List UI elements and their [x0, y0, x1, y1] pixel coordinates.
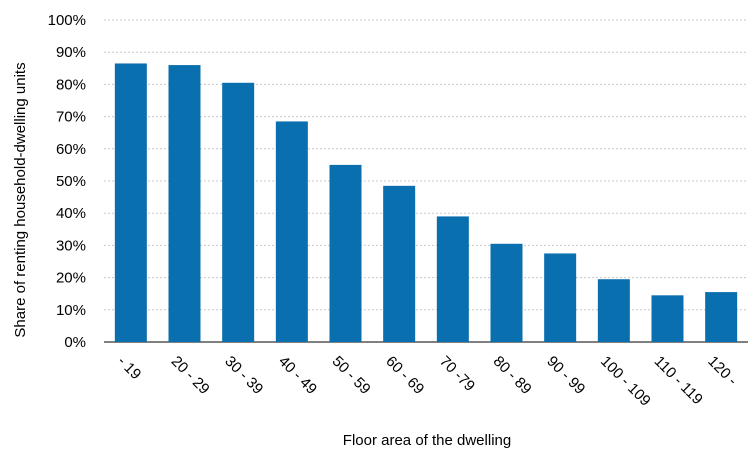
x-tick-label: 60 - 69: [382, 353, 427, 398]
bar: [222, 82, 255, 342]
x-tick-label: - 19: [114, 353, 144, 383]
bar: [275, 121, 308, 343]
bar: [490, 243, 523, 342]
y-axis-title: Share of renting household-dwelling unit…: [12, 62, 29, 337]
bar: [168, 65, 201, 342]
x-tick-label: 120 -: [704, 353, 740, 389]
y-tick-label: 80%: [56, 76, 86, 93]
bar: [705, 292, 738, 342]
y-tick-label: 40%: [56, 205, 86, 222]
x-tick-label: 100 - 109: [597, 353, 654, 410]
x-tick-label: 70 -79: [436, 353, 478, 395]
x-tick-label: 80 - 89: [490, 353, 535, 398]
y-tick-label: 100%: [48, 12, 86, 29]
bar: [383, 185, 416, 342]
x-tick-label: 90 - 99: [543, 353, 588, 398]
x-tick-label: 50 - 59: [329, 353, 374, 398]
x-axis-title: Floor area of the dwelling: [343, 432, 511, 449]
y-tick-labels: 0% 10% 20% 30% 40% 50% 60% 70% 80% 90% 100%: [48, 12, 86, 351]
y-tick-label: 30%: [56, 237, 86, 254]
bars: [114, 63, 738, 343]
bar: [436, 216, 469, 342]
bar: [544, 253, 577, 342]
gridlines: [104, 19, 748, 343]
y-tick-label: 90%: [56, 44, 86, 61]
bar: [114, 63, 147, 342]
x-tick-labels: - 19 20 - 29 30 - 39 40 - 49 50 - 59 60 - 69 7…: [114, 353, 741, 410]
y-tick-label: 60%: [56, 141, 86, 158]
bar: [597, 279, 630, 342]
y-tick-label: 70%: [56, 109, 86, 126]
y-tick-label: 20%: [56, 270, 86, 287]
y-tick-label: 50%: [56, 173, 86, 190]
y-tick-label: 0%: [64, 334, 86, 351]
x-tick-label: 30 - 39: [221, 353, 266, 398]
x-tick-label: 40 - 49: [275, 353, 320, 398]
bar: [651, 295, 684, 342]
y-tick-label: 10%: [56, 302, 86, 319]
bar: [329, 164, 362, 342]
x-tick-label: 20 - 29: [168, 353, 213, 398]
x-tick-label: 110 - 119: [651, 353, 706, 408]
